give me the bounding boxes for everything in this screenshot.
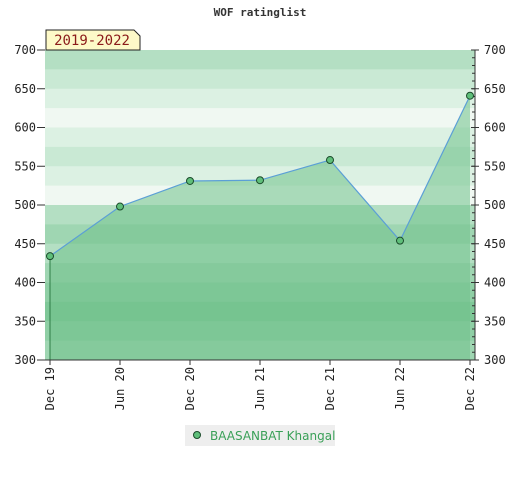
background-band <box>45 146 475 167</box>
data-point <box>396 236 404 245</box>
y-tick-label-left: 500 <box>14 198 36 212</box>
x-tick-label: Dec 20 <box>183 367 197 410</box>
y-tick-label-right: 400 <box>484 276 506 290</box>
background-band <box>45 127 475 148</box>
data-point <box>116 202 124 211</box>
y-tick-label-right: 650 <box>484 82 506 96</box>
data-point <box>256 176 264 185</box>
y-tick-label-right: 450 <box>484 237 506 251</box>
chart-title: WOF ratinglist <box>214 6 307 19</box>
y-tick-label-right: 700 <box>484 43 506 57</box>
y-tick-label-right: 350 <box>484 314 506 328</box>
x-tick-label: Jun 22 <box>393 367 407 410</box>
y-tick-label-left: 300 <box>14 353 36 367</box>
series-area <box>50 95 470 360</box>
y-tick-label-right: 300 <box>484 353 506 367</box>
y-axis-right: 300 350 400 450 500 550 600 650 700 <box>471 43 506 367</box>
period-label: 2019-2022 <box>54 33 130 49</box>
background-band <box>45 108 475 128</box>
data-point <box>186 176 194 185</box>
y-tick-label-right: 500 <box>484 198 506 212</box>
y-tick-label-left: 650 <box>14 82 36 96</box>
y-axis-left: 300 350 400 450 500 550 600 650 700 <box>14 43 45 367</box>
legend-series-label: BAASANBAT Khangal <box>210 429 335 443</box>
data-point <box>466 91 474 100</box>
x-tick-label: Jun 20 <box>113 367 127 410</box>
background-band <box>45 166 475 187</box>
y-tick-label-right: 600 <box>484 121 506 135</box>
y-tick-label-left: 400 <box>14 276 36 290</box>
period-badge: 2019-2022 <box>45 29 141 51</box>
y-tick-label-left: 600 <box>14 121 36 135</box>
y-tick-label-left: 550 <box>14 159 36 173</box>
data-point <box>46 252 54 261</box>
x-tick-label: Dec 19 <box>43 367 57 410</box>
data-point <box>326 156 334 165</box>
y-tick-label-left: 350 <box>14 314 36 328</box>
x-tick-label: Dec 21 <box>323 367 337 410</box>
x-tick-label: Dec 22 <box>463 367 477 410</box>
legend-marker <box>193 431 201 439</box>
background-band <box>45 88 475 109</box>
y-tick-label-right: 550 <box>484 159 506 173</box>
background-band <box>45 50 475 70</box>
y-tick-label-left: 700 <box>14 43 36 57</box>
background-band <box>45 69 475 90</box>
legend-box <box>185 425 335 446</box>
x-tick-label: Jun 21 <box>253 367 267 410</box>
y-tick-label-left: 450 <box>14 237 36 251</box>
data-points <box>46 91 474 261</box>
legend: BAASANBAT Khangal <box>185 425 335 446</box>
x-axis: Dec 19 Jun 20 Dec 20 Jun 21 Dec 21 Jun 22 Dec … <box>43 359 477 410</box>
